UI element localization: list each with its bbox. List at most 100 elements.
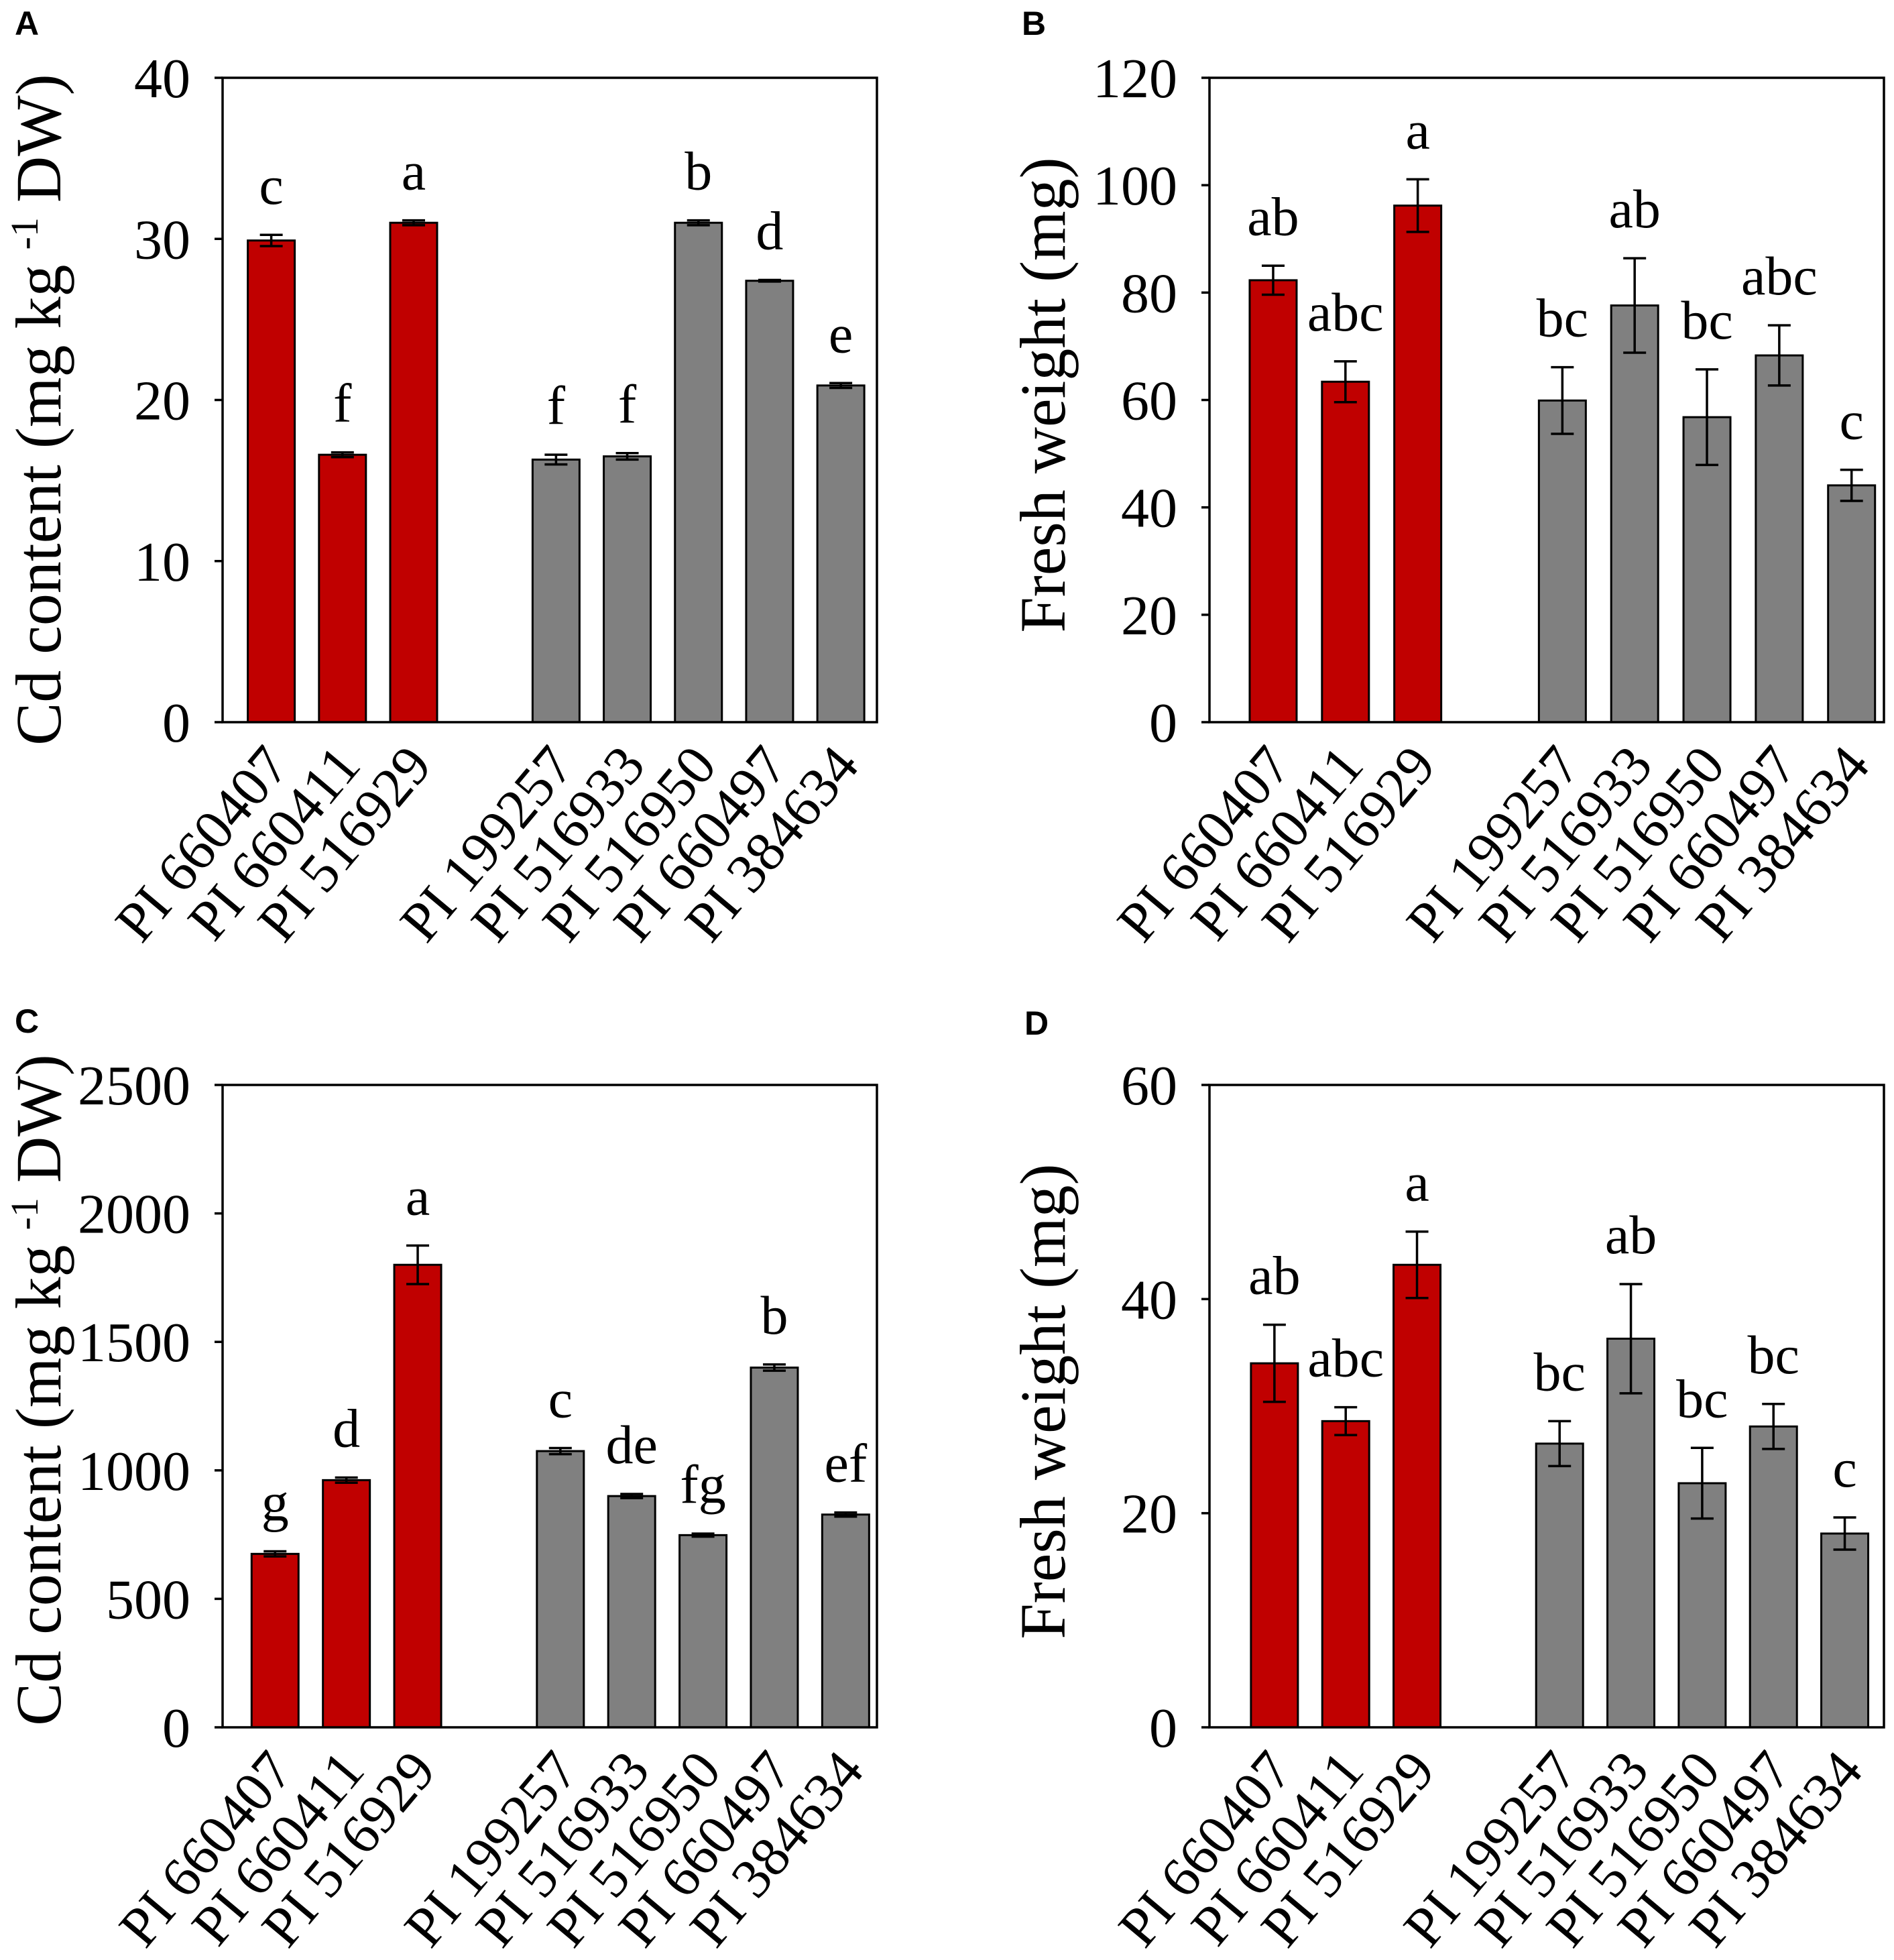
panel-label: C bbox=[15, 1002, 39, 1040]
y-axis-title-suffix: DW) bbox=[3, 1054, 74, 1183]
bars bbox=[1248, 205, 1877, 724]
significance-letter: ab bbox=[1248, 1245, 1300, 1306]
bar bbox=[536, 1450, 585, 1729]
bar bbox=[250, 1552, 300, 1729]
panel-label: A bbox=[15, 5, 39, 42]
error-bar bbox=[1833, 1516, 1856, 1551]
significance-letter: de bbox=[605, 1414, 657, 1475]
y-tick-label: 0 bbox=[162, 1697, 190, 1760]
error-bar bbox=[1619, 1283, 1643, 1395]
significance-letter: a bbox=[1405, 99, 1429, 160]
y-tick-label: 0 bbox=[1149, 692, 1177, 754]
bar bbox=[1393, 205, 1443, 724]
significance-letter: bc bbox=[1534, 1341, 1586, 1402]
error-bar bbox=[1690, 1446, 1714, 1520]
significance-letter: a bbox=[402, 141, 426, 202]
error-bars bbox=[1261, 178, 1863, 502]
significance-letter: g bbox=[261, 1472, 289, 1533]
significance-letter: abc bbox=[1307, 282, 1384, 343]
significance-letter: c bbox=[1832, 1438, 1856, 1499]
y-axis-title-suffix: DW) bbox=[3, 74, 74, 203]
panel-label: D bbox=[1024, 1004, 1049, 1042]
error-bar bbox=[1623, 257, 1647, 354]
bar bbox=[1677, 1482, 1727, 1729]
significance-letter: ab bbox=[1247, 186, 1299, 247]
error-bar bbox=[335, 1476, 358, 1484]
error-bar bbox=[1406, 178, 1429, 233]
bar bbox=[393, 1263, 442, 1729]
bar bbox=[816, 384, 866, 724]
y-tick-label: 100 bbox=[1093, 155, 1177, 217]
y-tick-label: 30 bbox=[134, 209, 190, 271]
significance-letter: fg bbox=[680, 1454, 725, 1515]
plot-frame bbox=[221, 1084, 878, 1729]
error-bars bbox=[259, 219, 853, 466]
error-bar bbox=[544, 453, 568, 466]
y-tick-label: 2500 bbox=[78, 1055, 190, 1117]
bar bbox=[318, 453, 367, 724]
significance-letter: ef bbox=[824, 1433, 867, 1494]
significance-letter: b bbox=[685, 141, 712, 202]
error-bar bbox=[1334, 360, 1357, 404]
y-tick-label: 120 bbox=[1093, 48, 1177, 110]
error-bar bbox=[691, 1532, 715, 1538]
y-axis-title: Fresh weight (mg) bbox=[1007, 1163, 1079, 1639]
y-axis-title-superscript: -1 bbox=[3, 1198, 46, 1230]
significance-letter: a bbox=[406, 1166, 430, 1227]
error-bar bbox=[1262, 1323, 1286, 1403]
y-tick-label: 1500 bbox=[78, 1312, 190, 1374]
y-tick-label: 2000 bbox=[78, 1184, 190, 1246]
bars bbox=[250, 1263, 870, 1729]
y-axis-title: Cd content (mg kg -1 DW) bbox=[3, 1054, 74, 1725]
bar bbox=[531, 458, 581, 724]
significance-letter: bc bbox=[1748, 1324, 1799, 1385]
y-axis-title: Cd content (mg kg -1 DW) bbox=[3, 74, 74, 745]
bar bbox=[247, 239, 296, 724]
significance-letter: c bbox=[259, 155, 283, 216]
y-tick-label: 80 bbox=[1121, 262, 1177, 325]
bar bbox=[607, 1495, 656, 1729]
y-tick-label: 0 bbox=[162, 692, 190, 754]
error-bar bbox=[758, 278, 781, 283]
bar bbox=[1537, 399, 1587, 724]
bar bbox=[1393, 1263, 1442, 1729]
y-tick-label: 40 bbox=[1121, 477, 1177, 540]
y-tick-label: 20 bbox=[134, 370, 190, 433]
bar bbox=[1321, 1420, 1370, 1729]
significance-letter: c bbox=[1840, 390, 1864, 451]
error-bar bbox=[620, 1493, 644, 1499]
error-bar bbox=[1261, 264, 1285, 296]
significance-letter: b bbox=[760, 1285, 788, 1346]
y-axis-title-text: Fresh weight (mg) bbox=[1007, 1163, 1079, 1639]
error-bar bbox=[1551, 365, 1574, 435]
error-bar bbox=[1767, 324, 1791, 387]
y-axis-title-text: Cd content (mg kg bbox=[3, 265, 74, 746]
error-bar bbox=[263, 1550, 287, 1558]
y-tick-label: 40 bbox=[134, 48, 190, 110]
bar bbox=[745, 280, 794, 724]
y-tick-label: 500 bbox=[106, 1568, 190, 1631]
significance-letter: bc bbox=[1681, 290, 1732, 351]
bar bbox=[322, 1479, 371, 1729]
error-bar bbox=[402, 219, 425, 227]
plot-frame bbox=[1208, 1084, 1885, 1729]
error-bar bbox=[1334, 1405, 1358, 1436]
significance-letter: d bbox=[333, 1398, 360, 1459]
error-bar bbox=[829, 382, 853, 390]
significance-letter: f bbox=[618, 373, 637, 435]
bars bbox=[247, 221, 866, 724]
significance-letter: a bbox=[1405, 1152, 1429, 1213]
y-tick-label: 10 bbox=[134, 531, 190, 593]
significance-letter: e bbox=[829, 303, 853, 364]
error-bar bbox=[331, 451, 354, 459]
error-bar bbox=[1548, 1420, 1572, 1468]
bar bbox=[1606, 1337, 1656, 1729]
bar bbox=[678, 1534, 728, 1729]
y-tick-label: 0 bbox=[1149, 1697, 1177, 1760]
